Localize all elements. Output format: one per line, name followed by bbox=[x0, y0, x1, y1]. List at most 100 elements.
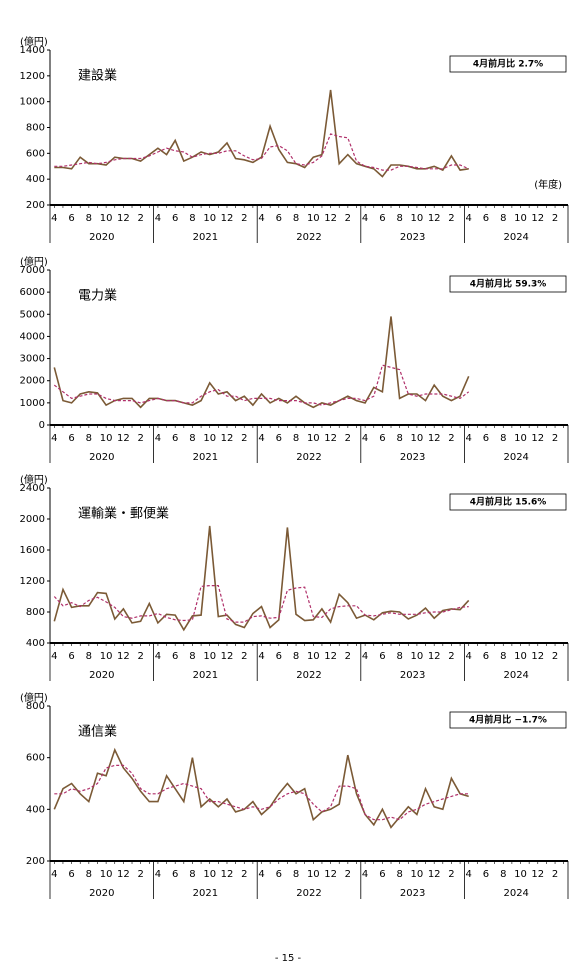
y-tick-label: 5000 bbox=[20, 309, 45, 320]
x-tick-label: 2 bbox=[552, 651, 558, 662]
x-tick-label: 2 bbox=[241, 651, 247, 662]
x-tick-label: 2 bbox=[552, 869, 558, 880]
x-tick-label: 8 bbox=[396, 869, 402, 880]
year-label: 2022 bbox=[296, 888, 321, 899]
year-label: 2024 bbox=[503, 670, 528, 681]
x-tick-label: 8 bbox=[86, 869, 92, 880]
x-tick-label: 4 bbox=[258, 651, 264, 662]
x-tick-label: 10 bbox=[307, 869, 320, 880]
x-tick-label: 12 bbox=[428, 869, 441, 880]
x-tick-label: 12 bbox=[221, 651, 234, 662]
x-tick-label: 12 bbox=[221, 433, 234, 444]
x-tick-label: 8 bbox=[396, 213, 402, 224]
x-unit: (年度) bbox=[534, 178, 562, 191]
year-label: 2024 bbox=[503, 232, 528, 243]
x-tick-label: 10 bbox=[307, 433, 320, 444]
x-tick-label: 4 bbox=[362, 869, 368, 880]
x-tick-label: 4 bbox=[258, 213, 264, 224]
x-tick-label: 6 bbox=[172, 213, 178, 224]
x-tick-label: 8 bbox=[396, 651, 402, 662]
x-tick-label: 10 bbox=[100, 433, 113, 444]
chart: (億円) 建設業 4月前月比 2.7% (年度) 200 400 600 800 1000 120… bbox=[20, 35, 569, 243]
x-tick-label: 12 bbox=[428, 651, 441, 662]
x-tick-label: 8 bbox=[293, 213, 299, 224]
x-tick-label: 10 bbox=[100, 869, 113, 880]
x-tick-label: 10 bbox=[411, 651, 424, 662]
y-tick-label: 600 bbox=[26, 753, 45, 764]
year-label: 2024 bbox=[503, 452, 528, 463]
x-tick-label: 6 bbox=[68, 869, 74, 880]
x-tick-label: 4 bbox=[466, 869, 472, 880]
x-tick-label: 4 bbox=[362, 433, 368, 444]
x-tick-label: 4 bbox=[155, 433, 161, 444]
average-line bbox=[53, 585, 469, 623]
y-tick-label: 2000 bbox=[20, 514, 45, 525]
x-tick-label: 12 bbox=[428, 433, 441, 444]
x-tick-label: 8 bbox=[293, 433, 299, 444]
x-tick-label: 12 bbox=[324, 213, 337, 224]
x-tick-label: 10 bbox=[100, 651, 113, 662]
unit-label: (億円) bbox=[20, 35, 48, 48]
x-tick-label: 4 bbox=[155, 213, 161, 224]
x-tick-label: 8 bbox=[396, 433, 402, 444]
x-tick-label: 4 bbox=[51, 869, 57, 880]
y-tick-label: 4000 bbox=[20, 331, 45, 342]
x-tick-label: 4 bbox=[466, 651, 472, 662]
y-tick-label: 0 bbox=[39, 420, 45, 431]
chart: (億円) 電力業 4月前月比 59.3% 0 1000 2000 3000 4000 5000 6… bbox=[20, 255, 569, 463]
x-tick-label: 2 bbox=[448, 869, 454, 880]
annotation-box bbox=[449, 493, 567, 511]
x-tick-label: 12 bbox=[117, 869, 130, 880]
x-tick-label: 6 bbox=[276, 869, 282, 880]
x-tick-label: 12 bbox=[117, 651, 130, 662]
x-tick-label: 10 bbox=[203, 213, 216, 224]
x-tick-label: 10 bbox=[411, 213, 424, 224]
x-tick-label: 8 bbox=[500, 651, 506, 662]
x-tick-label: 2 bbox=[241, 213, 247, 224]
x-tick-label: 6 bbox=[276, 433, 282, 444]
year-label: 2023 bbox=[400, 670, 425, 681]
x-tick-label: 8 bbox=[293, 869, 299, 880]
unit-label: (億円) bbox=[20, 691, 48, 704]
x-tick-label: 8 bbox=[189, 213, 195, 224]
x-tick-label: 4 bbox=[155, 869, 161, 880]
x-tick-label: 10 bbox=[203, 869, 216, 880]
x-tick-label: 6 bbox=[483, 869, 489, 880]
x-tick-label: 4 bbox=[258, 869, 264, 880]
year-label: 2022 bbox=[296, 452, 321, 463]
value-line bbox=[54, 89, 469, 178]
y-tick-label: 1400 bbox=[20, 45, 45, 56]
x-tick-label: 12 bbox=[324, 433, 337, 444]
y-tick-label: 400 bbox=[26, 804, 45, 815]
y-tick-label: 1200 bbox=[20, 576, 45, 587]
x-tick-label: 2 bbox=[241, 869, 247, 880]
y-tick-label: 2400 bbox=[20, 483, 45, 494]
x-tick-label: 12 bbox=[221, 869, 234, 880]
x-tick-label: 6 bbox=[483, 213, 489, 224]
x-tick-label: 12 bbox=[117, 433, 130, 444]
x-tick-label: 6 bbox=[379, 869, 385, 880]
x-tick-label: 10 bbox=[411, 433, 424, 444]
x-tick-label: 6 bbox=[379, 651, 385, 662]
x-tick-label: 4 bbox=[258, 433, 264, 444]
x-tick-label: 12 bbox=[531, 869, 544, 880]
x-tick-label: 10 bbox=[411, 869, 424, 880]
year-label: 2021 bbox=[193, 232, 218, 243]
y-tick-label: 1000 bbox=[20, 398, 45, 409]
x-tick-label: 10 bbox=[307, 651, 320, 662]
x-tick-label: 8 bbox=[293, 651, 299, 662]
y-tick-label: 600 bbox=[26, 148, 45, 159]
average-line bbox=[54, 764, 469, 821]
y-tick-label: 1000 bbox=[20, 97, 45, 108]
page-number: - 15 - bbox=[275, 953, 302, 964]
y-tick-label: 2000 bbox=[20, 376, 45, 387]
x-tick-label: 6 bbox=[172, 651, 178, 662]
chart: (億円) 運輸業・郵便業 4月前月比 15.6% 400 800 1200 1600 2000… bbox=[20, 473, 569, 681]
y-tick-label: 200 bbox=[26, 200, 45, 211]
annotation: 4月前月比 2.7% bbox=[473, 58, 543, 70]
x-tick-label: 4 bbox=[51, 651, 57, 662]
x-tick-label: 2 bbox=[345, 869, 351, 880]
year-label: 2024 bbox=[503, 888, 528, 899]
x-tick-label: 8 bbox=[500, 869, 506, 880]
